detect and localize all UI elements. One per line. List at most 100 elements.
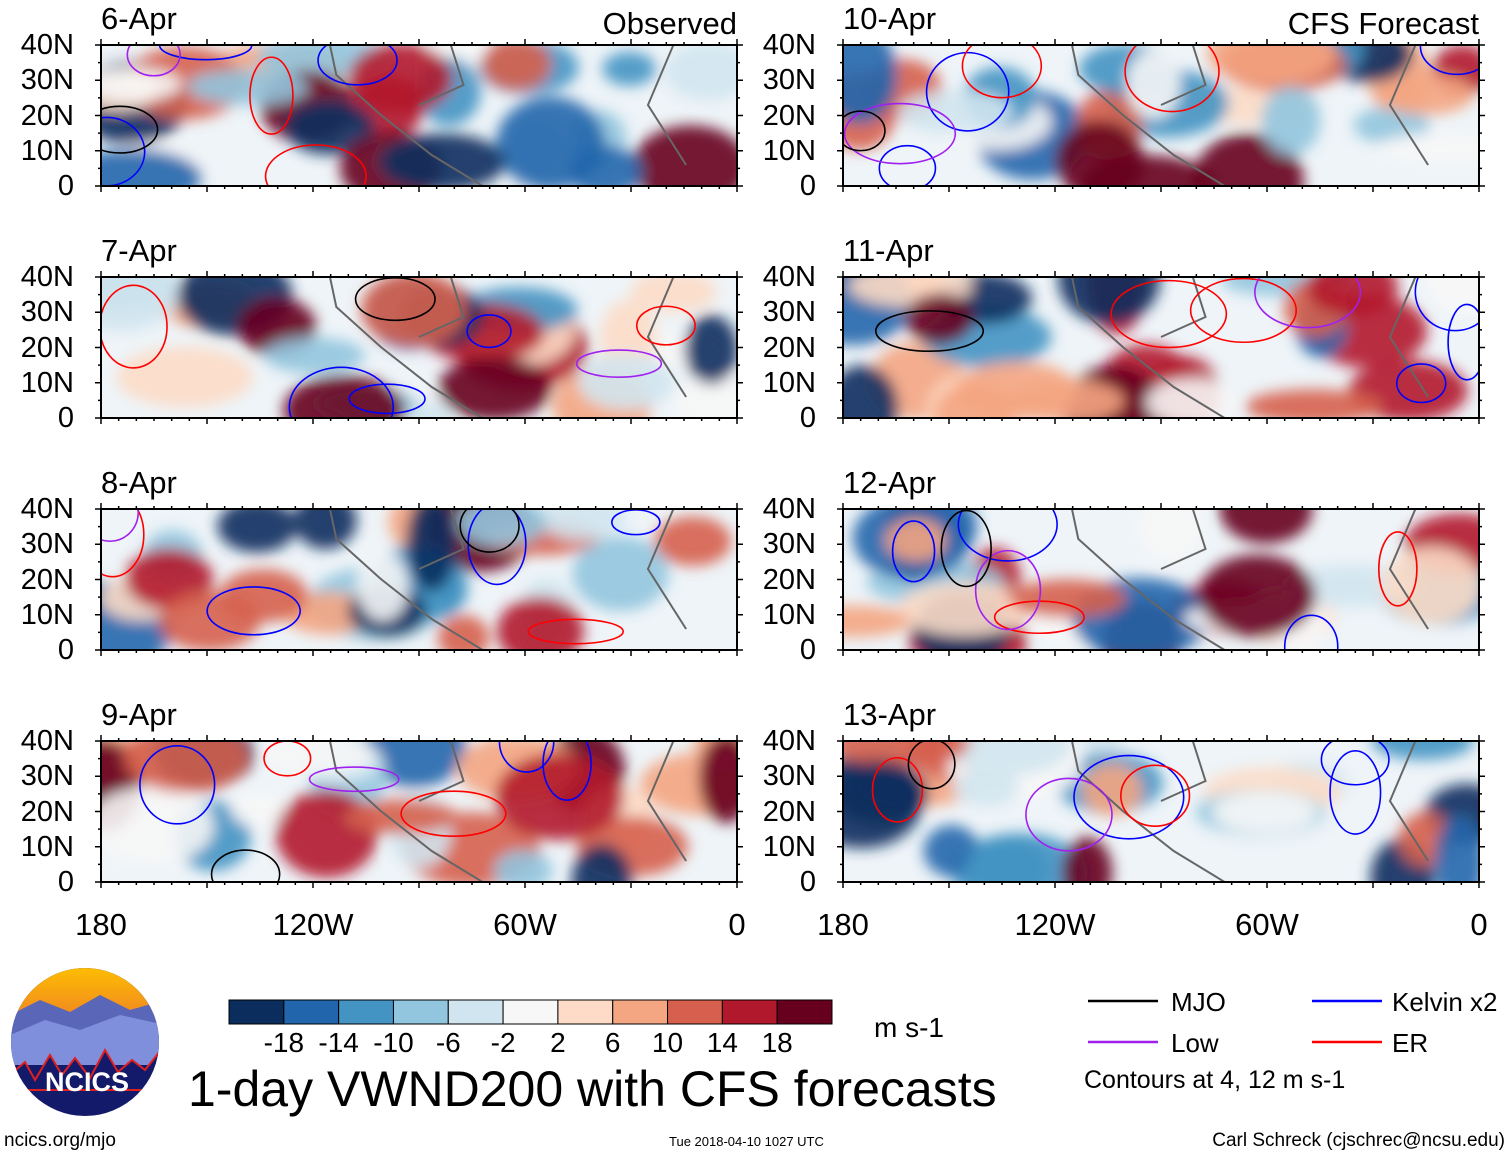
shading-blob xyxy=(664,45,737,101)
lat-label: 10N xyxy=(20,598,74,631)
contour xyxy=(249,56,294,135)
contour xyxy=(1419,45,1479,76)
shading-blob xyxy=(1377,73,1475,115)
legend-mjo: MJO xyxy=(1171,987,1226,1017)
shading-blob xyxy=(1008,579,1126,619)
colorbar-tick: 10 xyxy=(651,1027,684,1058)
colorbar-tick: 2 xyxy=(550,1027,566,1058)
colorbar-units: m s-1 xyxy=(874,1012,944,1043)
contour xyxy=(636,305,696,346)
contour xyxy=(961,45,1043,99)
contour xyxy=(101,509,145,578)
coastline xyxy=(1070,509,1429,650)
contour xyxy=(1329,749,1382,835)
logo-text: NCICS xyxy=(45,1067,129,1097)
legend-er: ER xyxy=(1392,1028,1429,1058)
map-panel-13-Apr xyxy=(837,735,1485,888)
contour xyxy=(1110,279,1228,349)
legend-low: Low xyxy=(1171,1028,1219,1058)
shading-blob xyxy=(1381,547,1479,624)
shading-blob xyxy=(843,605,912,638)
map-panel-8-Apr xyxy=(95,503,743,656)
lat-label: 40N xyxy=(762,261,816,293)
lon-label: 120W xyxy=(272,907,354,942)
lat-label: 0 xyxy=(57,866,74,898)
colorbar-tick: 14 xyxy=(706,1027,738,1058)
shading-blob xyxy=(293,509,357,550)
coastline xyxy=(1070,277,1429,418)
contour xyxy=(317,45,398,86)
lat-label: 40N xyxy=(20,261,74,293)
shading-blob xyxy=(947,741,1073,776)
contour xyxy=(206,586,301,636)
contour xyxy=(871,756,924,823)
coastline xyxy=(328,741,687,882)
timestamp: Tue 2018-04-10 1027 UTC xyxy=(669,1134,824,1149)
shading-blob xyxy=(630,277,717,313)
shading-blob xyxy=(602,51,656,86)
contour xyxy=(874,310,985,353)
shading-blob xyxy=(952,769,1020,806)
colorbar-swatch xyxy=(392,999,449,1025)
colorbar-swatch xyxy=(776,999,833,1025)
colorbar-swatch xyxy=(557,999,614,1025)
contour xyxy=(907,741,956,790)
contour xyxy=(210,849,281,882)
colorbar-tick: -10 xyxy=(373,1027,414,1058)
colorbar-swatch xyxy=(447,999,504,1025)
contour xyxy=(1447,303,1479,381)
shading-blob xyxy=(843,365,899,418)
contour xyxy=(843,110,886,152)
shading-blob xyxy=(101,277,180,332)
colorbar-tick: 6 xyxy=(604,1027,621,1058)
colorbar-swatch xyxy=(502,999,559,1025)
contour xyxy=(139,744,216,825)
source-url[interactable]: ncics.org/mjo xyxy=(4,1130,116,1151)
shading-blob xyxy=(230,790,287,828)
map-panel-12-Apr xyxy=(837,503,1485,656)
lat-label: 30N xyxy=(762,760,816,793)
contour xyxy=(1378,531,1418,607)
contour xyxy=(1283,614,1339,650)
lat-label: 10N xyxy=(762,134,816,167)
lat-label: 20N xyxy=(762,331,816,364)
lon-label: 180 xyxy=(75,907,127,942)
colorbar-tick: -18 xyxy=(263,1027,305,1058)
panel-date: 7-Apr xyxy=(101,233,177,268)
shading-blob xyxy=(1212,790,1318,834)
map-panel-7-Apr xyxy=(95,271,743,424)
coastline xyxy=(1070,45,1429,186)
shading-blob xyxy=(539,509,626,541)
contour xyxy=(542,741,592,801)
contour xyxy=(1124,45,1220,113)
shading-blob xyxy=(955,361,1079,418)
contour-note: Contours at 4, 12 m s-1 xyxy=(1084,1066,1346,1094)
shading-blob xyxy=(843,741,970,768)
contour xyxy=(891,520,936,583)
contour xyxy=(1414,277,1479,332)
shading-blob xyxy=(186,68,309,106)
shading-blob xyxy=(1375,132,1479,165)
contour xyxy=(308,766,400,793)
shading-blob xyxy=(1425,277,1479,318)
panel-date: 6-Apr xyxy=(101,1,177,36)
panel-date: 11-Apr xyxy=(843,233,934,268)
shading-blob xyxy=(654,516,732,566)
shading-blob xyxy=(158,591,260,650)
shading-blob xyxy=(101,787,214,865)
forecast-label: CFS Forecast xyxy=(1287,6,1479,41)
panel-date: 13-Apr xyxy=(843,697,937,732)
contour xyxy=(466,314,512,349)
map-panel-6-Apr xyxy=(95,39,743,192)
shading-blob xyxy=(1137,509,1204,563)
contour xyxy=(1025,777,1113,852)
contour xyxy=(1073,754,1185,840)
lat-label: 30N xyxy=(20,528,74,561)
panel-date: 9-Apr xyxy=(101,697,177,732)
lat-label: 20N xyxy=(20,331,74,364)
contour xyxy=(101,105,159,154)
lat-label: 20N xyxy=(762,563,816,596)
lat-label: 0 xyxy=(57,402,74,434)
contour xyxy=(1254,277,1362,329)
